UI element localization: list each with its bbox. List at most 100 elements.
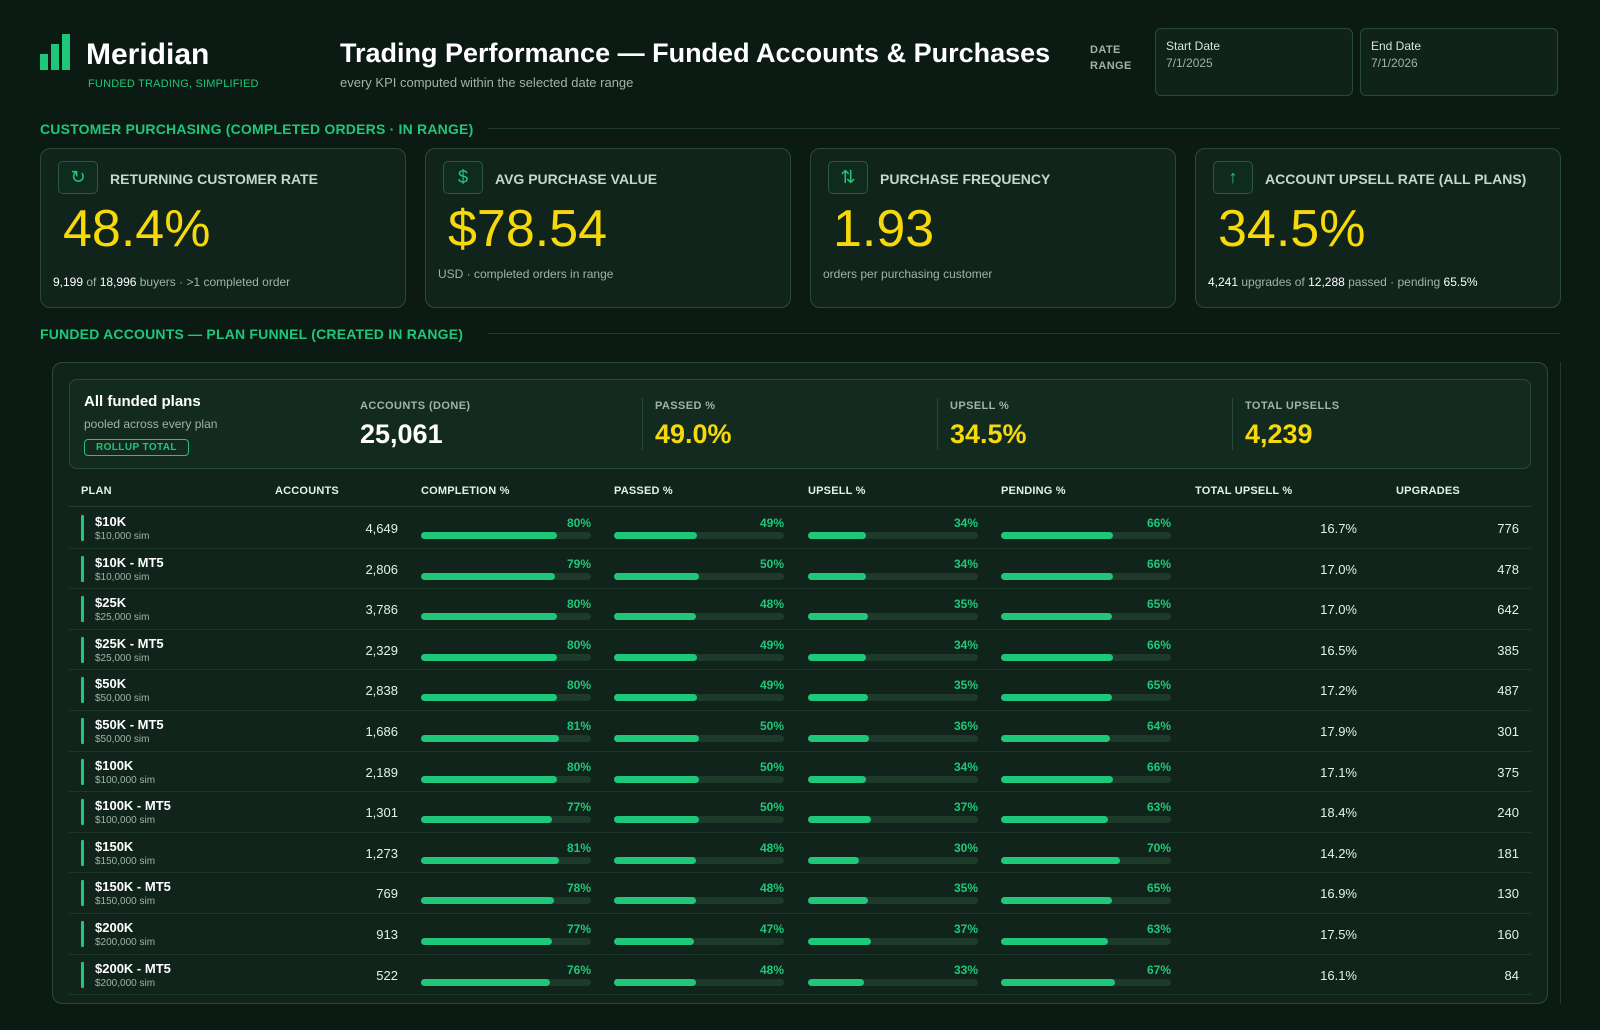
upgrades-cell: 84: [1504, 967, 1519, 983]
table-row[interactable]: $100K $100,000 sim 2,189 80% 50% 34% 66% 17.1% 3…: [69, 752, 1531, 793]
passed-progress-fill: [614, 653, 698, 661]
upsell-percent: 30%: [953, 840, 978, 855]
pending-progress-track: [1001, 775, 1171, 783]
upgrades-cell: 160: [1497, 926, 1519, 942]
kpi-note-figure: 9,199: [53, 275, 84, 289]
rollup-stat-label: TOTAL UPSELLS: [1245, 400, 1340, 412]
pending-percent: 64%: [1146, 718, 1171, 733]
pending-meter: 64%: [1001, 711, 1171, 751]
plan-sim-size: $100,000 sim: [95, 774, 156, 786]
upsell-progress-track: [808, 653, 978, 661]
kpi-card-account-upsell-rate: ↑ ACCOUNT UPSELL RATE (ALL PLANS) 34.5% …: [1195, 148, 1561, 308]
completion-progress-track: [421, 653, 591, 661]
pending-meter: 66%: [1001, 508, 1171, 548]
pending-progress-fill: [1001, 653, 1114, 661]
plan-sim-size: $10,000 sim: [95, 531, 150, 542]
column-header-pending[interactable]: PENDING %: [1001, 485, 1066, 497]
table-row[interactable]: $10K - MT5 $10,000 sim 2,806 79% 50% 34% 66% 17…: [69, 549, 1531, 590]
completion-progress-track: [421, 694, 591, 702]
completion-meter: 79%: [421, 549, 591, 589]
plan-accent-bar: [81, 799, 84, 826]
plan-accent-bar: [81, 515, 84, 541]
passed-meter: 48%: [614, 833, 784, 873]
plan-name: $25K: [95, 595, 127, 611]
plan-name: $200K - MT5: [95, 960, 171, 976]
pending-percent: 67%: [1146, 962, 1171, 977]
start-date-value[interactable]: 7/1/2025: [1166, 56, 1213, 70]
completion-progress-track: [421, 532, 591, 539]
kpi-note: orders per purchasing customer: [823, 267, 992, 281]
column-header-accounts[interactable]: ACCOUNTS: [275, 485, 339, 497]
passed-progress-track: [614, 775, 784, 783]
completion-progress-track: [421, 897, 591, 905]
kpi-value: $78.54: [448, 200, 608, 258]
pending-meter: 65%: [1001, 873, 1171, 913]
end-date-value[interactable]: 7/1/2026: [1371, 56, 1418, 70]
plan-accent-bar: [81, 636, 84, 663]
start-date-field[interactable]: Start Date 7/1/2025: [1155, 28, 1353, 96]
total-upsell-cell: 17.2%: [1320, 683, 1357, 699]
table-row[interactable]: $200K $200,000 sim 913 77% 47% 37% 63% 17.5% 160: [69, 914, 1531, 955]
total-upsell-cell: 17.0%: [1320, 561, 1357, 577]
upsell-progress-track: [808, 978, 978, 986]
table-row[interactable]: $10K $10,000 sim 4,649 80% 49% 34% 66% 16.7% 776: [69, 508, 1531, 549]
passed-percent: 48%: [759, 881, 784, 896]
kpi-note-figure: 65.5%: [1443, 275, 1478, 289]
pending-percent: 66%: [1146, 759, 1171, 774]
pending-progress-fill: [1001, 532, 1114, 539]
rollup-stat-value: 4,239: [1245, 419, 1313, 449]
plan-name: $100K - MT5: [95, 798, 171, 814]
table-row[interactable]: $200K - MT5 $200,000 sim 522 76% 48% 33% 67% 16…: [69, 955, 1531, 996]
upsell-percent: 33%: [953, 962, 978, 977]
column-header-completion[interactable]: COMPLETION %: [421, 485, 510, 497]
upsell-meter: 36%: [808, 711, 978, 751]
kpi-note-figure: 4,241: [1208, 275, 1239, 289]
table-row[interactable]: $50K $50,000 sim 2,838 80% 49% 35% 65% 17.2% 487: [69, 670, 1531, 711]
upgrades-cell: 385: [1497, 642, 1519, 658]
upsell-percent: 34%: [953, 516, 978, 530]
rollup-subtitle: pooled across every plan: [84, 417, 218, 431]
rollup-stat-label: ACCOUNTS (DONE): [360, 400, 471, 412]
table-row[interactable]: $150K - MT5 $150,000 sim 769 78% 48% 35% 65% 16…: [69, 873, 1531, 914]
pending-progress-fill: [1001, 572, 1114, 580]
date-range-label-line2: RANGE: [1090, 60, 1132, 72]
completion-progress-track: [421, 572, 591, 580]
kpi-card-avg-purchase-value: $ AVG PURCHASE VALUE $78.54 USD · comple…: [425, 148, 791, 308]
kpi-value: 34.5%: [1218, 200, 1366, 258]
passed-percent: 47%: [759, 921, 784, 936]
table-row[interactable]: $150K $150,000 sim 1,273 81% 48% 30% 70% 14.2% 1…: [69, 833, 1531, 874]
table-row[interactable]: $25K - MT5 $25,000 sim 2,329 80% 49% 34% 66% 16…: [69, 630, 1531, 671]
plan-accent-bar: [81, 920, 84, 947]
kpi-label: PURCHASE FREQUENCY: [880, 171, 1051, 187]
upsell-progress-fill: [808, 978, 865, 986]
pending-progress-fill: [1001, 613, 1112, 621]
brand-tagline: FUNDED TRADING, SIMPLIFIED: [88, 78, 259, 90]
column-header-total-upsell[interactable]: TOTAL UPSELL %: [1195, 485, 1293, 497]
passed-progress-fill: [614, 897, 696, 905]
column-header-upgrades[interactable]: UPGRADES: [1396, 485, 1460, 497]
upsell-progress-fill: [808, 816, 871, 824]
column-header-plan[interactable]: PLAN: [81, 485, 112, 497]
upsell-progress-track: [808, 816, 978, 824]
column-header-upsell[interactable]: UPSELL %: [808, 485, 866, 497]
plan-name: $150K: [95, 838, 134, 854]
pending-progress-fill: [1001, 856, 1120, 864]
kpi-value: 48.4%: [63, 200, 211, 258]
table-row[interactable]: $25K $25,000 sim 3,786 80% 48% 35% 65% 17.0% 642: [69, 589, 1531, 630]
completion-progress-track: [421, 978, 591, 986]
upsell-progress-fill: [808, 613, 868, 621]
upsell-progress-fill: [808, 775, 866, 783]
end-date-field[interactable]: End Date 7/1/2026: [1360, 28, 1558, 96]
table-row[interactable]: $100K - MT5 $100,000 sim 1,301 77% 50% 37% 63%…: [69, 792, 1531, 833]
total-upsell-cell: 16.5%: [1320, 642, 1357, 658]
kpi-note-figure: 18,996: [99, 275, 137, 289]
pending-progress-fill: [1001, 734, 1110, 742]
upsell-progress-track: [808, 613, 978, 621]
start-date-label: Start Date: [1166, 39, 1221, 53]
column-header-passed[interactable]: PASSED %: [614, 485, 673, 497]
rollup-total-badge: ROLLUP TOTAL: [84, 439, 189, 456]
passed-progress-fill: [614, 937, 694, 945]
total-upsell-cell: 16.1%: [1320, 967, 1357, 983]
completion-progress-fill: [421, 978, 551, 986]
table-row[interactable]: $50K - MT5 $50,000 sim 1,686 81% 50% 36% 64% 17…: [69, 711, 1531, 752]
